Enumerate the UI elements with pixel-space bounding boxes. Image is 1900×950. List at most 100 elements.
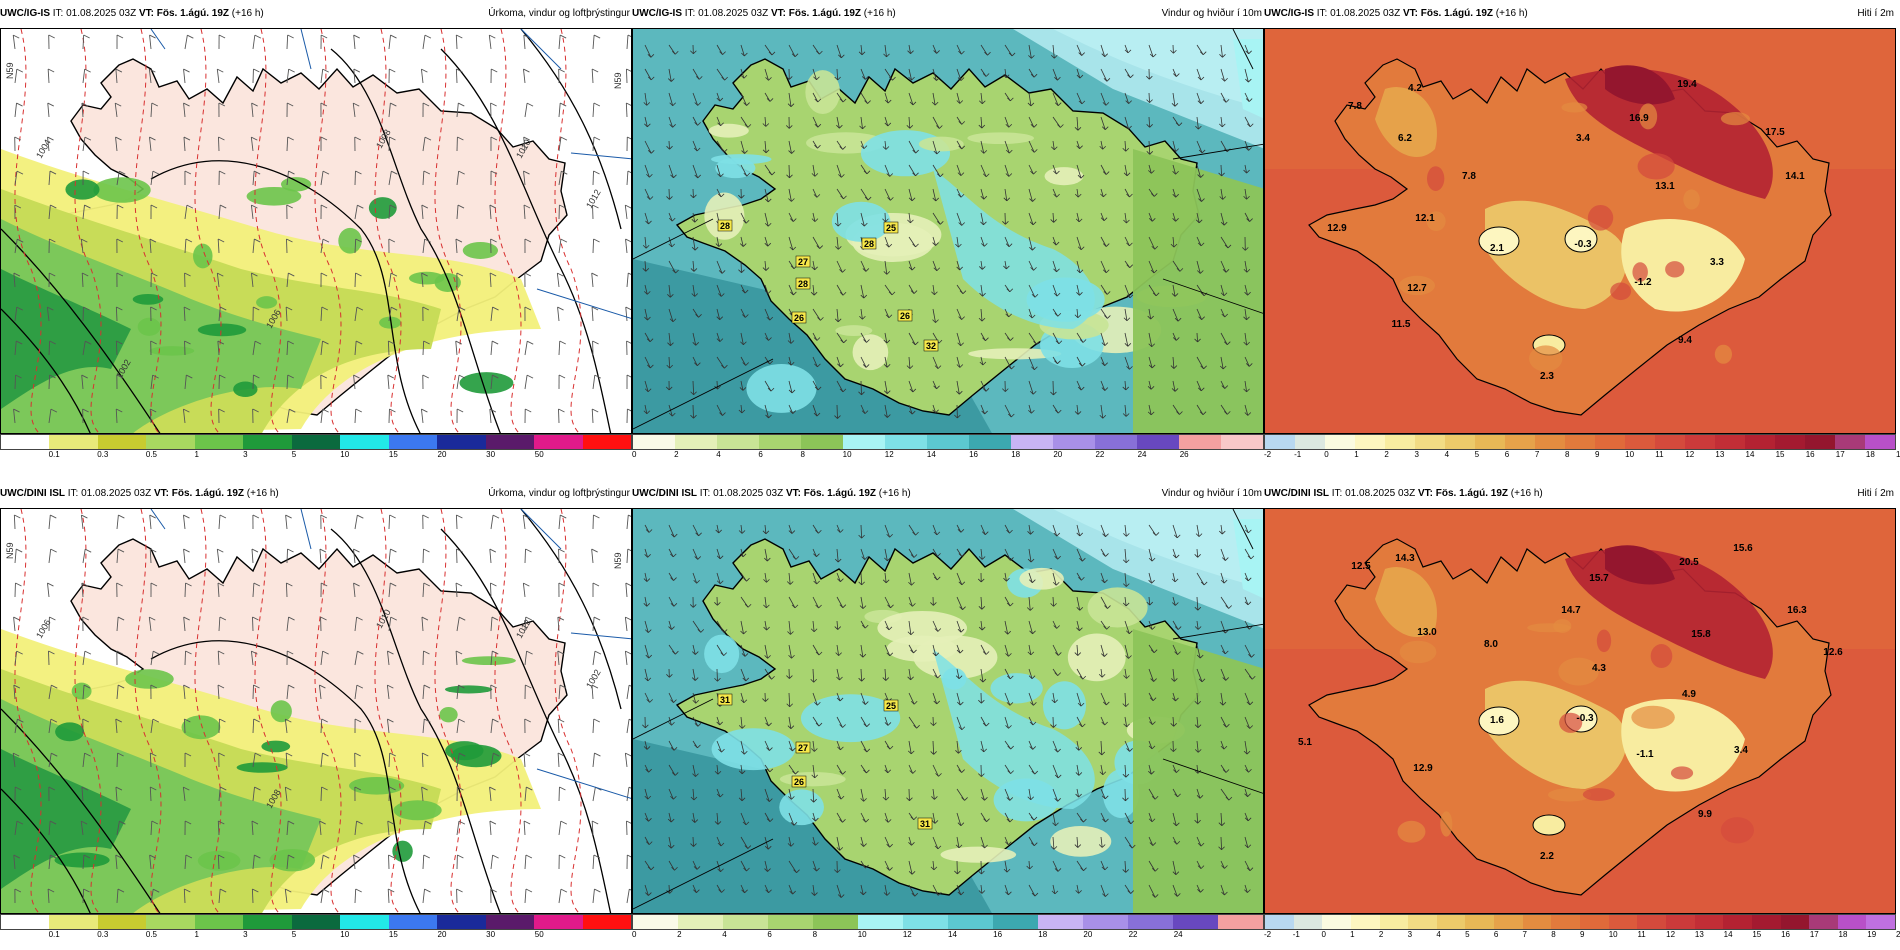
temp-value-label: 7.8 [1348, 101, 1362, 112]
panel-title: Hiti í 2m [1857, 488, 1894, 499]
issue-time: IT: 01.08.2025 03Z [1331, 488, 1416, 499]
legend-swatch [388, 435, 438, 449]
model-name: UWC/IG-IS [632, 8, 682, 19]
valid-time: VT: Fös. 1.ágú. 19Z [138, 8, 229, 19]
legend-swatch [801, 435, 843, 449]
legend-tick-label: 1 [194, 450, 199, 459]
legend-swatch [340, 915, 389, 929]
legend-tick-label: 20 [437, 930, 447, 939]
wind-barbs [12, 34, 631, 424]
legend-swatch [1494, 915, 1523, 929]
legend-swatch [633, 435, 675, 449]
graticule [150, 509, 631, 799]
temp-value-label: 4.3 [1592, 663, 1606, 674]
temp-map[interactable]: 4.2 19.4 7.8 6.2 16.9 3.4 17.5 7.8 14.1 13.1 12.9 1… [1264, 28, 1896, 434]
lat-label: N59 [5, 62, 15, 79]
thickness-contours [14, 29, 582, 433]
legend-swatch [993, 915, 1038, 929]
legend-swatch [582, 915, 632, 929]
panel-title: Vindur og hviður í 10m [1161, 8, 1262, 19]
temp-value-label: 15.6 [1733, 543, 1753, 554]
temp-value-label: 2.3 [1540, 371, 1554, 382]
legend-swatch [1053, 435, 1095, 449]
legend-swatch [1095, 435, 1137, 449]
legend-tick-label: 15 [1752, 930, 1762, 939]
legend-tick-label: 0 [632, 450, 637, 459]
legend-swatch [1694, 915, 1724, 929]
temp-map[interactable]: 12.5 14.3 20.5 15.6 15.7 14.7 16.3 13.0 8.0 15.8 1… [1264, 508, 1896, 914]
legend-tick-label: 14 [1745, 450, 1755, 459]
svg-text:26: 26 [794, 313, 804, 323]
legend-swatch [1293, 915, 1323, 929]
legend-tick-label: 14 [1723, 930, 1733, 939]
legend-swatch [1415, 435, 1445, 449]
precip-map[interactable]: 1004 1006 1008 1010 1012 1002 N59 N59 [0, 28, 632, 434]
legend-swatch [146, 915, 195, 929]
legend-swatch [1809, 915, 1838, 929]
panel-title: Vindur og hviður í 10m [1161, 488, 1262, 499]
panel-header: UWC/IG-IS IT: 01.08.2025 03Z VT: Fös. 1.… [0, 0, 632, 28]
graticule [150, 29, 631, 319]
svg-text:31: 31 [920, 819, 930, 829]
graticule [633, 509, 1263, 910]
legend-swatch [485, 915, 535, 929]
lead-time: (+16 h) [231, 8, 264, 19]
legend-swatch [1221, 435, 1263, 449]
legend-tick-label: 6 [1493, 930, 1499, 939]
legend-tick-label: 2 [1378, 930, 1384, 939]
graticule [633, 29, 1263, 430]
temp-value-label: 4.9 [1682, 689, 1696, 700]
legend-tick-label: 2 [677, 930, 682, 939]
legend-tick-label: 1 [194, 930, 199, 939]
wind-legend: 0 2 4 6 8 10 12 14 16 18 20 22 24 26 [632, 434, 1264, 460]
legend-swatch [1179, 435, 1221, 449]
legend-swatch [1038, 915, 1083, 929]
temp-value-label: 11.5 [1392, 319, 1411, 330]
legend-tick-label: 16 [1781, 930, 1790, 939]
legend-tick-label: 0 [1324, 450, 1329, 459]
precip-legend: 0.1 0.3 0.5 1 3 5 10 15 20 30 50 [0, 914, 632, 940]
temp-value-label: 2.2 [1540, 851, 1554, 862]
wind-arrows [642, 524, 1256, 898]
temp-value-label: 14.3 [1395, 553, 1415, 564]
legend-tick-label: 1 [1354, 450, 1359, 459]
temp-value-label: 20.5 [1679, 557, 1699, 568]
legend-swatch [1625, 435, 1655, 449]
legend-swatch [437, 435, 486, 449]
panel-title: Úrkoma, vindur og loftþrýstingur [488, 8, 630, 19]
temp-value-label: 3.3 [1710, 257, 1724, 268]
temp-value-label: 9.4 [1678, 335, 1692, 346]
panel-temp-bottom: UWC/DINI ISL IT: 01.08.2025 03Z VT: Fös.… [1264, 480, 1900, 940]
legend-tick-label: 5 [1465, 930, 1470, 939]
legend-swatch [1011, 435, 1053, 449]
legend-tick-label: 10 [857, 930, 867, 939]
legend-tick-label: 8 [812, 930, 818, 939]
precip-map[interactable]: 1006 1008 1010 1012 1002 N59 N59 [0, 508, 632, 914]
legend-tick-label: 17 [1835, 450, 1845, 459]
legend-swatch [1, 915, 50, 929]
legend-tick-label: 16 [969, 450, 978, 459]
wind-map[interactable]: 31 25 27 26 31 [632, 508, 1264, 914]
legend-swatch [1595, 435, 1625, 449]
legend-swatch [723, 915, 768, 929]
legend-tick-label: 3 [1407, 930, 1413, 939]
temp-value-label: 1.6 [1490, 715, 1504, 726]
legend-swatch [1295, 435, 1325, 449]
legend-swatch [1083, 915, 1128, 929]
wind-max-label: 32 [923, 339, 939, 352]
legend-tick-label: 10 [842, 450, 852, 459]
legend-tick-label: 6 [1504, 450, 1510, 459]
wind-barbs [12, 514, 631, 904]
wind-map[interactable]: 28 25 28 27 28 26 26 32 [632, 28, 1264, 434]
svg-text:25: 25 [886, 223, 896, 233]
temp-value-label: 2.1 [1490, 243, 1504, 254]
legend-tick-label: 0.3 [97, 930, 109, 939]
temp-value-label: 13.1 [1655, 181, 1675, 192]
legend-swatch [1379, 915, 1409, 929]
legend-swatch [1408, 915, 1437, 929]
valid-time: VT: Fös. 1.ágú. 19Z [785, 488, 876, 499]
temp-value-label: 12.7 [1407, 283, 1427, 294]
legend-swatch [1350, 915, 1380, 929]
legend-tick-label: 19 [1896, 450, 1900, 459]
legend-tick-label: 5 [1474, 450, 1480, 459]
